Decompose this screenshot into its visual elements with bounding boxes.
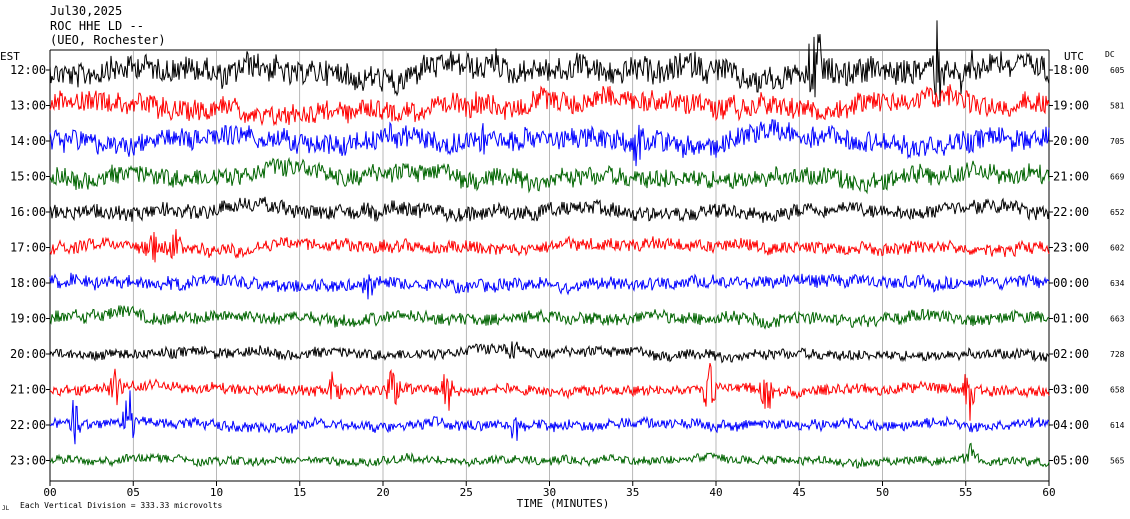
footnote-mark: JL [2, 505, 10, 512]
utc-hour-label: 23:00 [1053, 241, 1089, 255]
x-axis-title: TIME (MINUTES) [517, 497, 610, 510]
trace-line [49, 390, 1050, 445]
utc-hour-label: 03:00 [1053, 383, 1089, 397]
vertical-division-note: Each Vertical Division = 333.33 microvol… [20, 501, 222, 510]
utc-hour-label: 18:00 [1053, 63, 1089, 77]
trace-line [49, 229, 1050, 263]
trace-line [49, 362, 1050, 421]
x-tick-label: 15 [293, 486, 306, 499]
dc-offset-label: 602 [1110, 244, 1125, 253]
est-hour-label: 13:00 [10, 99, 46, 113]
dc-axis-label: DC [1105, 50, 1115, 59]
x-tick-label: 35 [626, 486, 639, 499]
dc-offset-label: 658 [1110, 386, 1125, 395]
station-label: ROC HHE LD -- [50, 19, 144, 33]
est-axis-label: EST [0, 50, 20, 63]
est-hour-label: 17:00 [10, 241, 46, 255]
dc-offset-label: 728 [1110, 350, 1125, 359]
trace-line [49, 442, 1050, 469]
trace-line [49, 20, 1050, 107]
dc-offset-label: 705 [1110, 137, 1125, 146]
trace-line [49, 196, 1050, 223]
date-label: Jul30,2025 [50, 4, 123, 18]
trace-group [49, 20, 1050, 469]
x-tick-label: 40 [709, 486, 722, 499]
utc-hour-label: 19:00 [1053, 99, 1089, 113]
utc-hour-label: 00:00 [1053, 276, 1089, 290]
x-tick-label: 45 [793, 486, 806, 499]
dc-offset-label: 605 [1110, 66, 1125, 75]
est-hour-label: 21:00 [10, 383, 46, 397]
chart-grid [46, 49, 1053, 486]
est-hour-label: 23:00 [10, 454, 46, 468]
est-hour-label: 20:00 [10, 347, 46, 361]
est-hour-label: 12:00 [10, 63, 46, 77]
utc-axis-label: UTC [1064, 50, 1084, 63]
utc-hour-label: 05:00 [1053, 454, 1089, 468]
x-tick-label: 25 [460, 486, 473, 499]
dc-offset-label: 652 [1110, 208, 1125, 217]
est-hour-label: 16:00 [10, 205, 46, 219]
dc-offset-label: 614 [1110, 421, 1125, 430]
x-tick-label: 55 [959, 486, 972, 499]
trace-line [49, 341, 1050, 364]
utc-hour-label: 01:00 [1053, 312, 1089, 326]
est-hour-label: 14:00 [10, 134, 46, 148]
dc-offset-label: 565 [1110, 457, 1125, 466]
x-tick-label: 05 [127, 486, 140, 499]
est-hour-label: 15:00 [10, 170, 46, 184]
utc-hour-label: 21:00 [1053, 170, 1089, 184]
x-tick-label: 60 [1042, 486, 1055, 499]
network-label: (UEO, Rochester) [50, 33, 166, 47]
trace-line [49, 84, 1050, 127]
dc-offset-label: 581 [1110, 102, 1125, 111]
dc-offset-label: 634 [1110, 279, 1125, 288]
x-tick-label: 00 [43, 486, 56, 499]
utc-hour-label: 02:00 [1053, 347, 1089, 361]
label-group: 00 05 10 15 20 25 30 35 40 45 50 55 60 12:00 18:00 605 1… [10, 63, 1125, 499]
trace-line [49, 156, 1050, 195]
dc-offset-label: 669 [1110, 173, 1125, 182]
x-tick-label: 20 [376, 486, 389, 499]
dc-offset-label: 663 [1110, 315, 1125, 324]
est-hour-label: 18:00 [10, 276, 46, 290]
trace-line [49, 304, 1050, 330]
x-tick-label: 10 [210, 486, 223, 499]
trace-line [49, 272, 1050, 300]
utc-hour-label: 04:00 [1053, 418, 1089, 432]
trace-line [49, 119, 1050, 167]
utc-hour-label: 22:00 [1053, 205, 1089, 219]
x-tick-label: 50 [876, 486, 889, 499]
x-tick-label: 30 [543, 486, 556, 499]
utc-hour-label: 20:00 [1053, 134, 1089, 148]
est-hour-label: 22:00 [10, 418, 46, 432]
est-hour-label: 19:00 [10, 312, 46, 326]
